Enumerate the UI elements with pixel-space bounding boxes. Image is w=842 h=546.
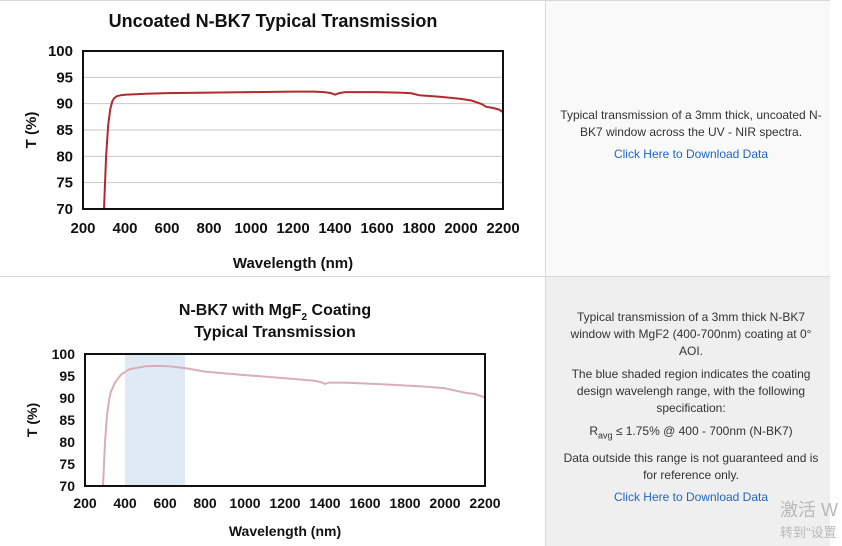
chart-row-mgf2: N-BK7 with MgF2 Coating Typical Transmiss…: [0, 276, 830, 546]
mgf2-description: Typical transmission of a 3mm thick N-BK…: [570, 310, 812, 358]
y-tick-label: 85: [59, 412, 75, 428]
coating-design-shaded-region: [125, 354, 185, 486]
x-axis-label: Wavelength (nm): [229, 523, 341, 539]
spec-avg-subscript: avg: [597, 430, 613, 441]
y-tick-label: 80: [56, 148, 73, 165]
reference-only-note: Data outside this range is not guarantee…: [563, 451, 819, 483]
x-tick-label: 200: [73, 495, 97, 511]
y-tick-label: 85: [56, 122, 73, 139]
plot-frame: [84, 353, 486, 487]
x-tick-label: 1000: [234, 220, 267, 237]
y-axis-label: T (%): [23, 112, 40, 149]
x-tick-label: 600: [153, 495, 177, 511]
x-tick-label: 1800: [389, 495, 420, 511]
x-axis-label: Wavelength (nm): [233, 255, 353, 272]
chart-cell-mgf2: N-BK7 with MgF2 Coating Typical Transmiss…: [0, 277, 546, 546]
download-data-link-uncoated[interactable]: Click Here to Download Data: [613, 147, 769, 161]
y-tick-label: 75: [56, 175, 73, 192]
x-tick-label: 1000: [229, 495, 260, 511]
x-tick-label: 1600: [360, 220, 393, 237]
transmission-line: [102, 364, 486, 487]
y-tick-label: 100: [48, 43, 73, 60]
ravg-specification: Ravg ≤ 1.75% @ 400 - 700nm (N-BK7): [558, 423, 824, 444]
plot-frame: [82, 50, 504, 210]
y-tick-label: 80: [59, 434, 75, 450]
chart-row-uncoated: Uncoated N-BK7 Typical Transmission 70 75 8…: [0, 0, 830, 277]
x-tick-label: 800: [196, 220, 221, 237]
chart-title-part2: Coating: [307, 302, 371, 319]
spec-rest: ≤ 1.75% @ 400 - 700nm (N-BK7): [612, 424, 793, 438]
activation-watermark-line2: 转到"设置: [780, 525, 837, 540]
y-tick-label: 70: [56, 201, 73, 218]
chart-title-part1: N-BK7 with MgF: [179, 302, 302, 319]
shaded-region-description: The blue shaded region indicates the coa…: [571, 367, 811, 415]
activation-watermark-line1: 激活 W: [780, 500, 838, 520]
download-data-link-mgf2[interactable]: Click Here to Download Data: [613, 490, 769, 505]
x-tick-label: 600: [154, 220, 179, 237]
chart-title: Uncoated N-BK7 Typical Transmission: [109, 11, 438, 31]
y-tick-label: 95: [59, 368, 75, 384]
x-tick-label: 1400: [309, 495, 340, 511]
chart-uncoated-transmission: Uncoated N-BK7 Typical Transmission 70 75 8…: [23, 11, 520, 272]
chart-title-line1: N-BK7 with MgF2 Coating: [179, 302, 371, 323]
spec-r: R: [589, 424, 598, 438]
info-cell-uncoated: Typical transmission of a 3mm thick, unc…: [546, 1, 830, 277]
x-tick-label: 400: [113, 495, 137, 511]
uncoated-description: Typical transmission of a 3mm thick, unc…: [560, 108, 822, 139]
x-tick-label: 1200: [269, 495, 300, 511]
y-tick-label: 100: [52, 346, 76, 362]
y-tick-label: 90: [56, 96, 73, 113]
y-tick-label: 70: [59, 478, 75, 494]
x-tick-label: 1800: [402, 220, 435, 237]
x-tick-label: 1400: [318, 220, 351, 237]
x-tick-label: 400: [112, 220, 137, 237]
chart-title-subscript: 2: [302, 312, 308, 323]
y-tick-label: 75: [59, 456, 75, 472]
y-tick-label: 90: [59, 390, 75, 406]
x-tick-label: 2000: [429, 495, 460, 511]
x-tick-label: 800: [193, 495, 217, 511]
chart-title-line2: Typical Transmission: [194, 324, 356, 341]
x-tick-label: 1200: [276, 220, 309, 237]
x-tick-label: 2200: [469, 495, 500, 511]
transmission-line: [103, 90, 504, 210]
y-axis-label: T (%): [24, 403, 40, 437]
info-cell-mgf2: Typical transmission of a 3mm thick N-BK…: [546, 277, 830, 546]
x-tick-label: 2200: [486, 220, 519, 237]
y-tick-label: 95: [56, 69, 73, 86]
chart-cell-uncoated: Uncoated N-BK7 Typical Transmission 70 75 8…: [0, 1, 546, 277]
x-tick-label: 2000: [444, 220, 477, 237]
x-tick-label: 200: [70, 220, 95, 237]
right-edge-strip: [830, 0, 842, 545]
x-tick-label: 1600: [349, 495, 380, 511]
